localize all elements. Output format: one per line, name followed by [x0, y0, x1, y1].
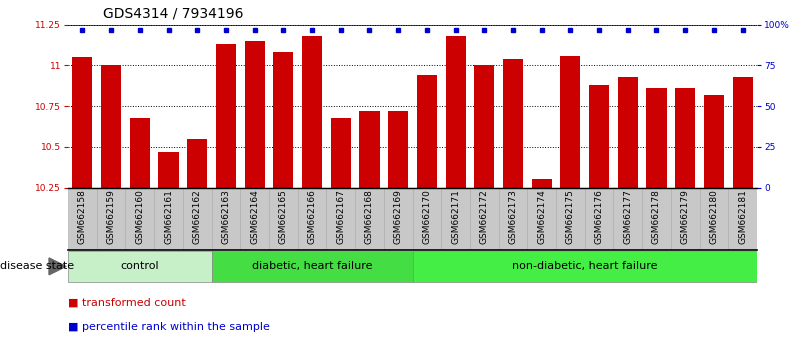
Bar — [355, 188, 384, 250]
Bar — [589, 85, 609, 188]
Bar — [68, 188, 97, 250]
Bar — [126, 188, 154, 250]
Bar — [130, 118, 150, 188]
Bar — [503, 59, 523, 188]
Bar — [331, 118, 351, 188]
Bar — [244, 41, 264, 188]
Bar — [413, 251, 757, 281]
Bar — [532, 179, 552, 188]
Bar — [642, 188, 670, 250]
Bar — [413, 188, 441, 250]
Bar — [728, 188, 757, 250]
Text: disease state: disease state — [0, 261, 74, 272]
Text: GSM662169: GSM662169 — [393, 189, 403, 244]
Bar — [699, 188, 728, 250]
Text: GSM662174: GSM662174 — [537, 189, 546, 244]
Text: GSM662163: GSM662163 — [221, 189, 231, 244]
Bar — [527, 188, 556, 250]
Bar — [561, 56, 581, 188]
Bar — [646, 88, 666, 188]
Bar — [585, 188, 614, 250]
Text: control: control — [120, 261, 159, 272]
Text: GSM662172: GSM662172 — [480, 189, 489, 244]
Bar — [68, 251, 211, 281]
Text: GSM662170: GSM662170 — [422, 189, 432, 244]
Bar — [97, 188, 126, 250]
Bar — [269, 188, 298, 250]
Bar — [704, 95, 724, 188]
Bar — [211, 188, 240, 250]
Bar — [326, 188, 355, 250]
Text: GSM662159: GSM662159 — [107, 189, 115, 244]
Text: GSM662167: GSM662167 — [336, 189, 345, 244]
Text: GSM662179: GSM662179 — [681, 189, 690, 244]
Text: GSM662176: GSM662176 — [594, 189, 604, 244]
Bar — [187, 139, 207, 188]
Bar — [101, 65, 121, 188]
Bar — [183, 188, 211, 250]
Text: GSM662171: GSM662171 — [451, 189, 460, 244]
Bar — [474, 65, 494, 188]
Text: GSM662164: GSM662164 — [250, 189, 260, 244]
Text: non-diabetic, heart failure: non-diabetic, heart failure — [512, 261, 658, 272]
Bar — [216, 44, 236, 188]
Text: GSM662162: GSM662162 — [193, 189, 202, 244]
Text: GSM662180: GSM662180 — [710, 189, 718, 244]
Text: diabetic, heart failure: diabetic, heart failure — [252, 261, 372, 272]
Bar — [675, 88, 695, 188]
Bar — [388, 111, 409, 188]
Bar — [211, 251, 413, 281]
Bar — [733, 77, 753, 188]
Bar — [72, 57, 92, 188]
Bar — [417, 75, 437, 188]
Text: GSM662175: GSM662175 — [566, 189, 575, 244]
Bar — [441, 188, 470, 250]
Bar — [360, 111, 380, 188]
Text: GSM662166: GSM662166 — [308, 189, 316, 244]
Text: GSM662168: GSM662168 — [365, 189, 374, 244]
Bar — [470, 188, 498, 250]
Text: ■ percentile rank within the sample: ■ percentile rank within the sample — [68, 322, 270, 332]
Bar — [618, 77, 638, 188]
Bar — [498, 188, 527, 250]
Bar — [298, 188, 326, 250]
Polygon shape — [49, 258, 66, 275]
Bar — [445, 36, 465, 188]
Bar — [240, 188, 269, 250]
Text: GDS4314 / 7934196: GDS4314 / 7934196 — [103, 7, 243, 21]
Bar — [154, 188, 183, 250]
Bar — [614, 188, 642, 250]
Text: GSM662158: GSM662158 — [78, 189, 87, 244]
Text: GSM662160: GSM662160 — [135, 189, 144, 244]
Bar — [273, 52, 293, 188]
Text: ■ transformed count: ■ transformed count — [68, 297, 186, 307]
Text: GSM662161: GSM662161 — [164, 189, 173, 244]
Bar — [670, 188, 699, 250]
Text: GSM662165: GSM662165 — [279, 189, 288, 244]
Bar — [556, 188, 585, 250]
Text: GSM662181: GSM662181 — [738, 189, 747, 244]
Bar — [302, 36, 322, 188]
Bar — [384, 188, 413, 250]
Text: GSM662178: GSM662178 — [652, 189, 661, 244]
Text: GSM662173: GSM662173 — [509, 189, 517, 244]
Bar — [159, 152, 179, 188]
Text: GSM662177: GSM662177 — [623, 189, 632, 244]
